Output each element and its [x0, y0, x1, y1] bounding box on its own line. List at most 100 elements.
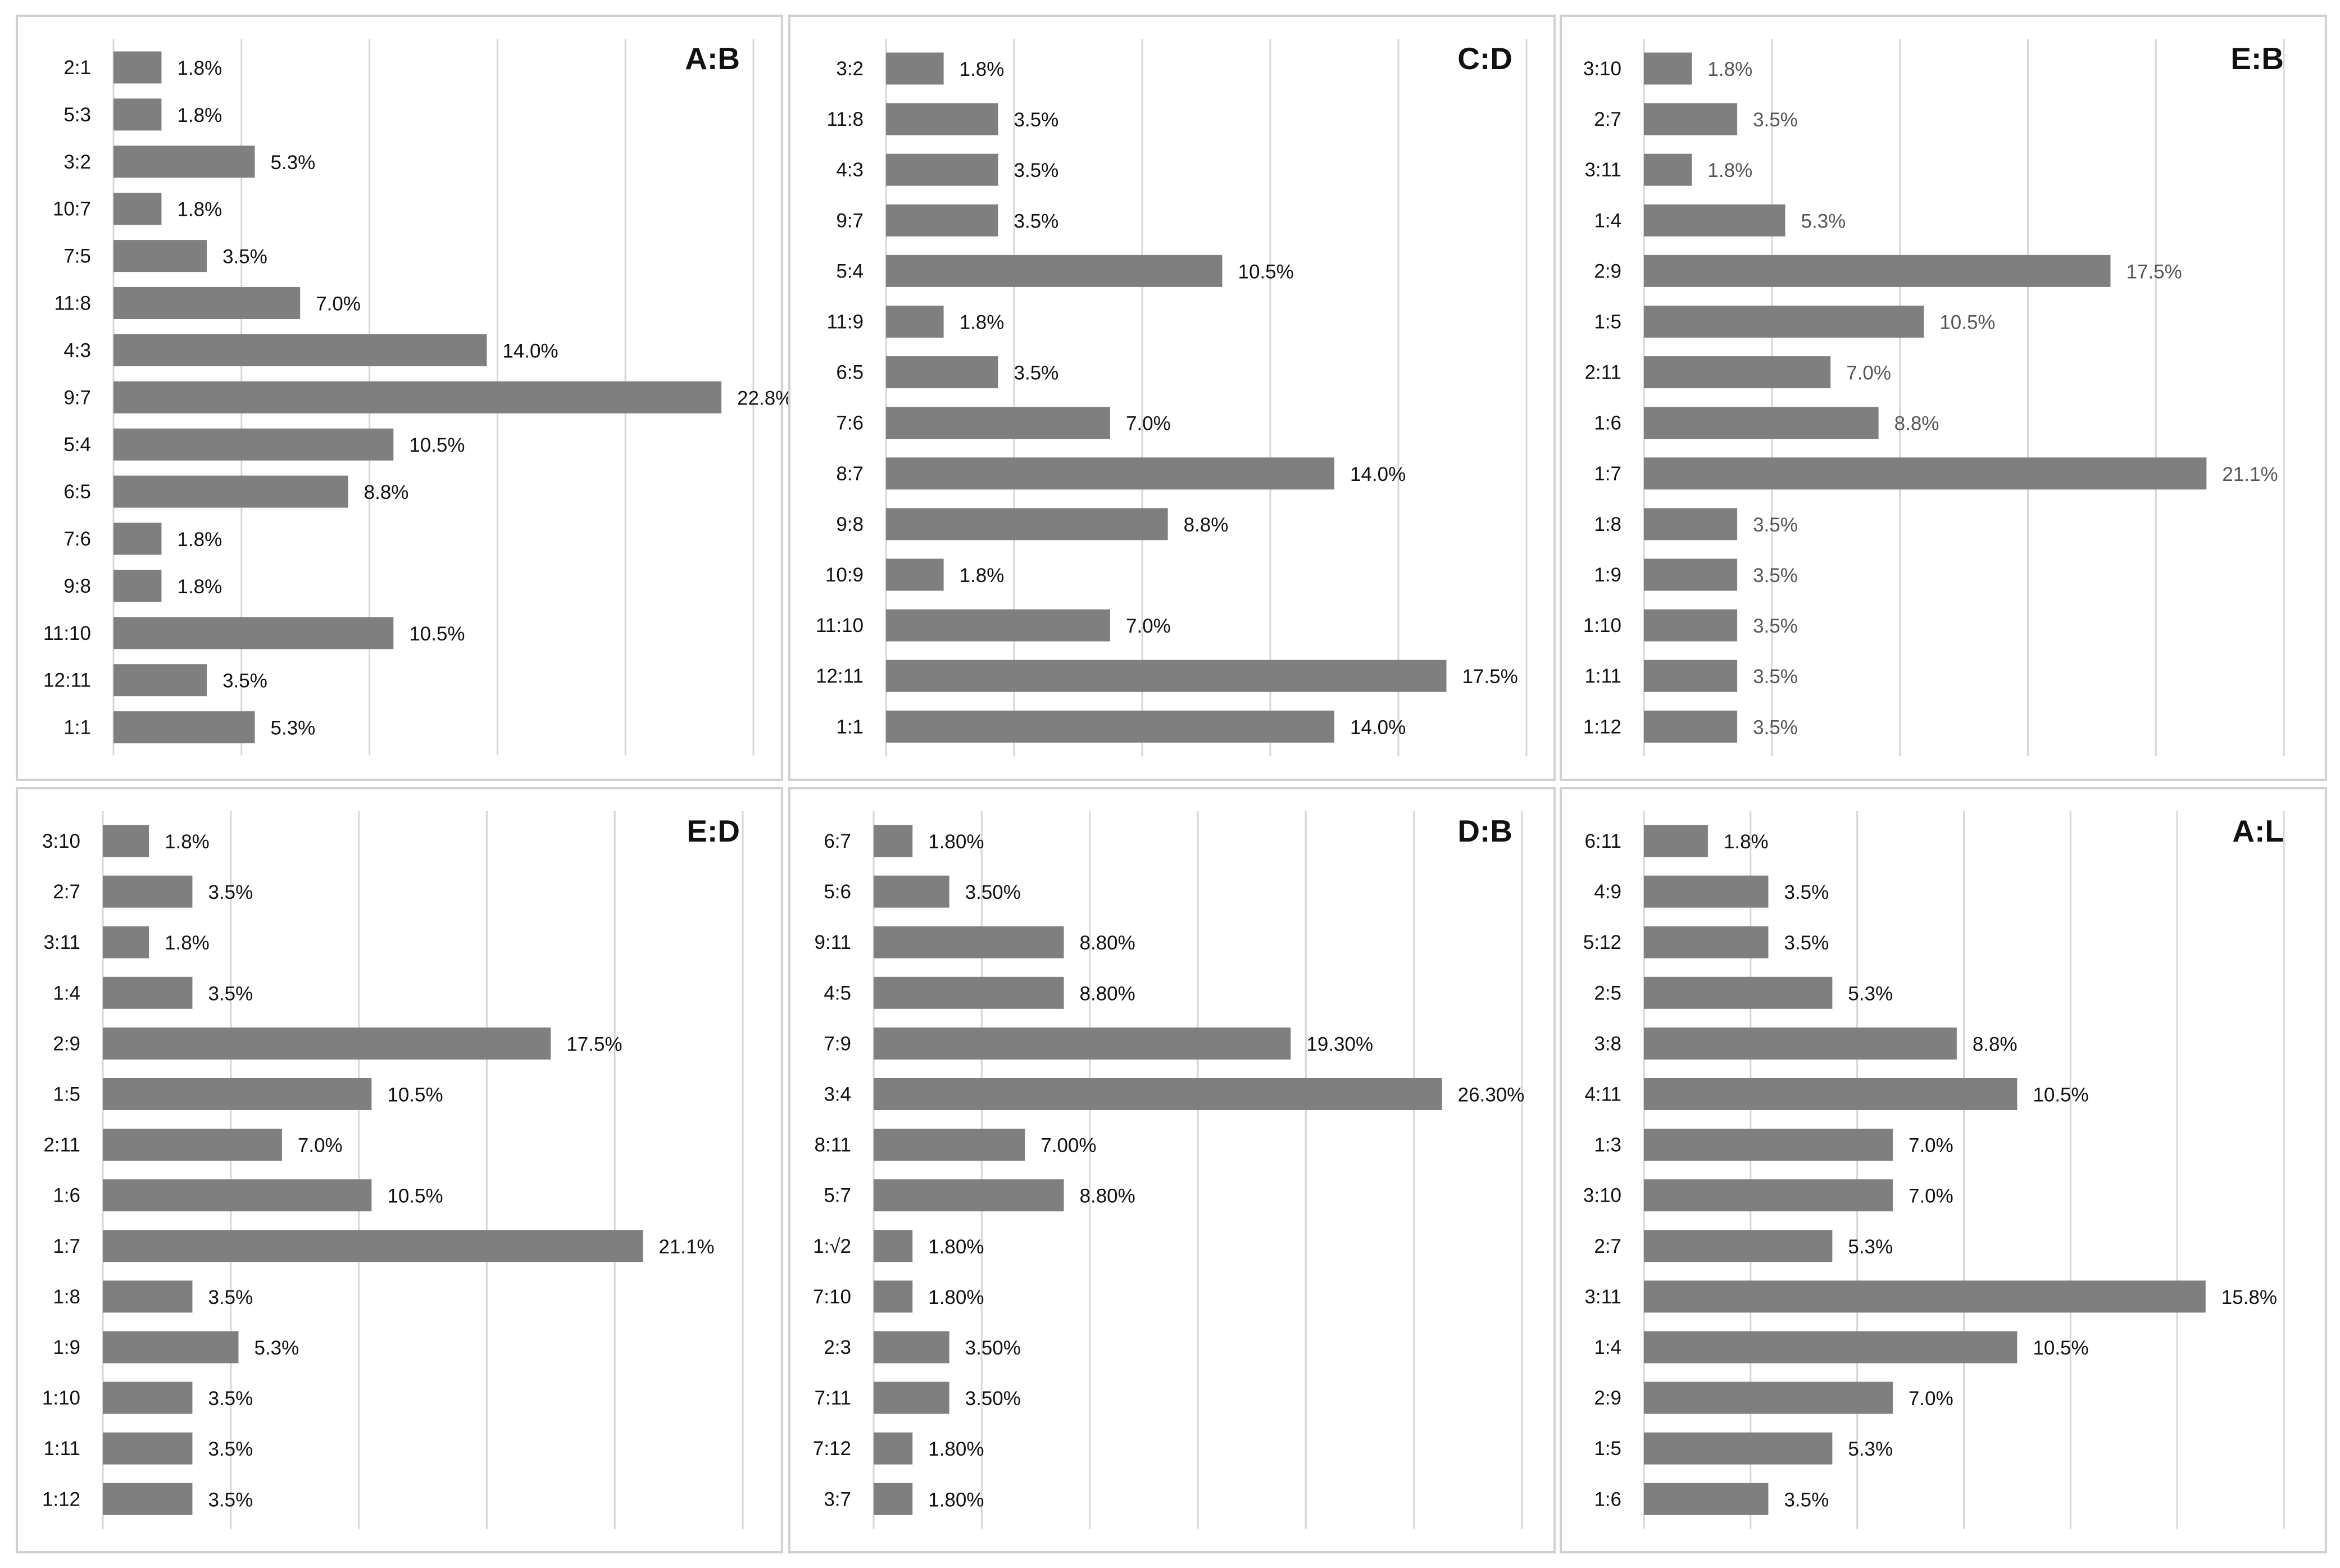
bar: [886, 356, 998, 389]
bar: [1644, 1027, 1957, 1060]
bar: [113, 334, 487, 366]
data-label: 3.5%: [208, 881, 253, 903]
category-label: 3:10: [1583, 1185, 1621, 1207]
bar: [103, 976, 193, 1009]
category-label: 7:10: [813, 1286, 851, 1308]
category-label: 1:4: [1594, 210, 1621, 231]
category-label: 3:2: [836, 58, 864, 80]
data-label: 7.0%: [1909, 1388, 1953, 1410]
category-label: 9:7: [63, 387, 91, 408]
bar: [886, 457, 1334, 490]
chart-panel-d-b: D:B 6:7 1.80% 5:6 3.50% 9:11 8.80% 4:5 8.80% 7:9 1…: [788, 787, 1556, 1553]
data-label: 3.5%: [222, 246, 267, 268]
category-label: 1:6: [53, 1185, 80, 1207]
data-label: 7.0%: [316, 293, 361, 315]
bar: [103, 1432, 193, 1465]
data-label: 5.3%: [1848, 1236, 1893, 1258]
bar: [113, 522, 162, 555]
bar: [103, 1483, 193, 1515]
category-label: 1:12: [42, 1488, 80, 1510]
chart-title: D:B: [1457, 813, 1512, 848]
bar: [103, 1331, 239, 1364]
chart-panel-a-l: A:L 6:11 1.8% 4:9 3.5% 5:12 3.5% 2:5 5.3% 3:8 8.8%…: [1560, 787, 2327, 1553]
category-label: 2:5: [1594, 982, 1621, 1004]
bar: [103, 926, 149, 958]
category-label: 9:8: [836, 513, 864, 535]
bar: [1644, 1331, 2018, 1364]
bar: [874, 1230, 913, 1262]
data-label: 7.0%: [1126, 413, 1171, 435]
data-label: 14.0%: [1350, 716, 1406, 738]
data-label: 3.5%: [1784, 881, 1829, 903]
bar: [1644, 1129, 1893, 1161]
data-label: 5.3%: [254, 1337, 299, 1359]
data-label: 5.3%: [1801, 210, 1846, 232]
chart-title: E:B: [2230, 41, 2284, 76]
category-label: 11:9: [826, 311, 864, 333]
category-label: 4:11: [1584, 1084, 1621, 1106]
bar: [1644, 1381, 1893, 1414]
bar: [1644, 204, 1785, 237]
data-label: 3.5%: [1014, 109, 1059, 131]
category-label: 6:11: [1584, 830, 1621, 852]
bar: [113, 146, 255, 178]
category-label: 1:8: [53, 1286, 80, 1308]
bar: [1644, 875, 1769, 908]
bar: [874, 1331, 949, 1364]
bar: [113, 570, 162, 602]
bar: [1644, 609, 1738, 642]
bar: [1644, 103, 1738, 135]
category-label: 2:11: [1584, 362, 1621, 384]
data-label: 10.5%: [409, 434, 465, 456]
chart-panel-e-b: E:B 3:10 1.8% 2:7 3.5% 3:11 1.8% 1:4 5.3% 2:9 17.5…: [1560, 15, 2327, 781]
category-label: 5:6: [824, 881, 851, 903]
chart-title: E:D: [687, 813, 740, 848]
data-label: 3.5%: [1014, 160, 1059, 181]
category-label: 10:7: [53, 198, 91, 220]
category-label: 8:11: [814, 1134, 851, 1156]
category-label: 2:9: [1594, 260, 1621, 282]
bar: [103, 1381, 193, 1414]
data-label: 5.3%: [1848, 1438, 1893, 1460]
category-label: 3:4: [824, 1084, 851, 1106]
chart-panel-c-d: C:D 3:2 1.8% 11:8 3.5% 4:3 3.5% 9:7 3.5% 5:4 10.5%…: [788, 15, 1556, 781]
category-label: 3:2: [63, 151, 91, 173]
bar: [1644, 660, 1738, 692]
data-label: 5.3%: [1848, 983, 1893, 1005]
data-label: 3.5%: [1753, 666, 1798, 688]
bar: [1644, 1432, 1833, 1465]
bar: [1644, 1179, 1893, 1212]
category-label: 2:1: [63, 57, 91, 79]
bar: [1644, 1483, 1769, 1515]
data-label: 1.80%: [928, 1287, 984, 1308]
bar: [1644, 558, 1738, 591]
bar: [1644, 508, 1738, 540]
bar: [874, 1129, 1025, 1161]
category-label: 1:5: [1594, 1438, 1621, 1460]
panel-frame: [788, 15, 1556, 781]
data-label: 10.5%: [2033, 1084, 2088, 1106]
category-label: 1:10: [42, 1387, 80, 1409]
category-label: 3:11: [43, 931, 80, 953]
bar: [103, 875, 193, 908]
category-label: 4:5: [824, 982, 851, 1004]
bar: [103, 1280, 193, 1313]
data-label: 1.8%: [1724, 831, 1769, 853]
category-label: 1:9: [1594, 564, 1621, 586]
chart-panel-a-b: A:B 2:1 1.8% 5:3 1.8% 3:2 5.3% 10:7 1.8% 7:5 3.5% 1…: [16, 15, 793, 781]
category-label: 11:8: [54, 293, 91, 315]
bar: [103, 1027, 551, 1060]
category-label: 1:10: [1583, 615, 1621, 637]
data-label: 7.0%: [1126, 615, 1171, 637]
data-label: 19.30%: [1306, 1033, 1373, 1055]
category-label: 2:9: [1594, 1387, 1621, 1409]
bar: [1644, 710, 1738, 743]
bar: [103, 825, 149, 857]
category-label: 2:11: [43, 1134, 80, 1156]
data-label: 26.30%: [1458, 1084, 1525, 1106]
category-label: 4:3: [63, 339, 91, 361]
category-label: 6:5: [63, 481, 91, 503]
bar: [1644, 926, 1769, 958]
chart-title: C:D: [1457, 41, 1512, 76]
bar: [874, 825, 913, 857]
